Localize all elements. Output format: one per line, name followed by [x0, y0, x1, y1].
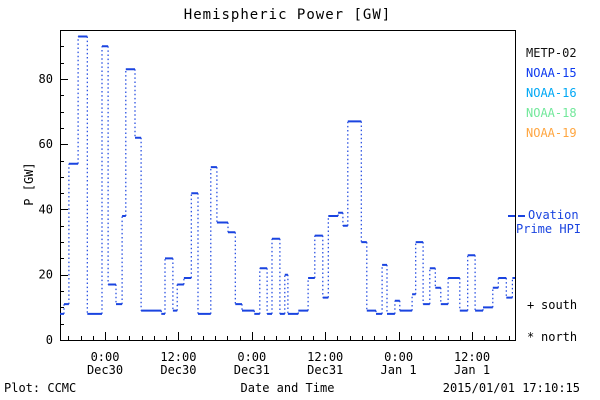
y-axis-tick-labels: 0 20 40 60 80 [39, 72, 53, 347]
hpi-step-line-vertical-connectors [63, 36, 513, 314]
legend-symbol-north: * north [527, 330, 577, 344]
legend-item-noaa-18: NOAA-18 [526, 106, 577, 120]
dashed-line-icon [518, 214, 525, 217]
x-tick-time-label: 12:00 [307, 350, 343, 364]
legend-symbol-south: + south [527, 298, 577, 312]
x-tick-date-label: Dec30 [87, 363, 123, 377]
y-tick-label: 40 [39, 202, 53, 216]
x-tick-date-label: Dec31 [307, 363, 343, 377]
x-tick-time-label: 12:00 [454, 350, 490, 364]
x-axis-title: Date and Time [240, 381, 335, 395]
legend-item-noaa-16: NOAA-16 [526, 86, 577, 100]
legend-ovation-line1: Ovation [508, 208, 600, 222]
y-tick-label: 0 [46, 333, 53, 347]
legend-item-noaa-19: NOAA-19 [526, 126, 577, 140]
chart-title: Hemispheric Power [GW] [183, 7, 392, 23]
y-tick-label: 80 [39, 72, 53, 86]
legend-item-metp-02: METP-02 [526, 46, 577, 60]
footer-plot-source: Plot: CCMC [4, 381, 77, 395]
legend-ovation-line2: Prime HPI [516, 222, 582, 236]
hpi-step-line-values [60, 35, 515, 315]
x-tick-date-label: Jan 1 [381, 363, 417, 377]
x-tick-date-label: Dec31 [234, 363, 270, 377]
x-tick-date-label: Jan 1 [454, 363, 490, 377]
plot-frame [60, 30, 516, 341]
x-tick-date-label: Dec30 [160, 363, 196, 377]
x-tick-time-label: 12:00 [160, 350, 196, 364]
dashed-line-icon [508, 214, 515, 217]
legend-symbol-north-label: north [541, 330, 578, 344]
y-tick-label: 60 [39, 137, 53, 151]
x-tick-time-label: 0:00 [237, 350, 266, 364]
legend-item-noaa-15: NOAA-15 [526, 66, 577, 80]
y-axis-label: P [GW] [22, 162, 36, 206]
x-tick-time-label: 0:00 [384, 350, 413, 364]
plus-symbol-icon: + [527, 298, 535, 312]
x-axis-tick-labels: 0:00Dec3012:00Dec300:00Dec3112:00Dec310:… [87, 350, 490, 377]
y-axis-ticks [60, 30, 68, 341]
asterisk-symbol-icon: * [527, 330, 535, 344]
x-tick-time-label: 0:00 [91, 350, 120, 364]
legend-symbol-south-label: south [541, 298, 578, 312]
y-tick-label: 20 [39, 268, 53, 282]
legend-ovation-prime-hpi: Ovation Prime HPI [508, 208, 600, 236]
footer-timestamp: 2015/01/01 17:10:15 [442, 381, 580, 395]
x-axis-ticks [68, 332, 510, 340]
